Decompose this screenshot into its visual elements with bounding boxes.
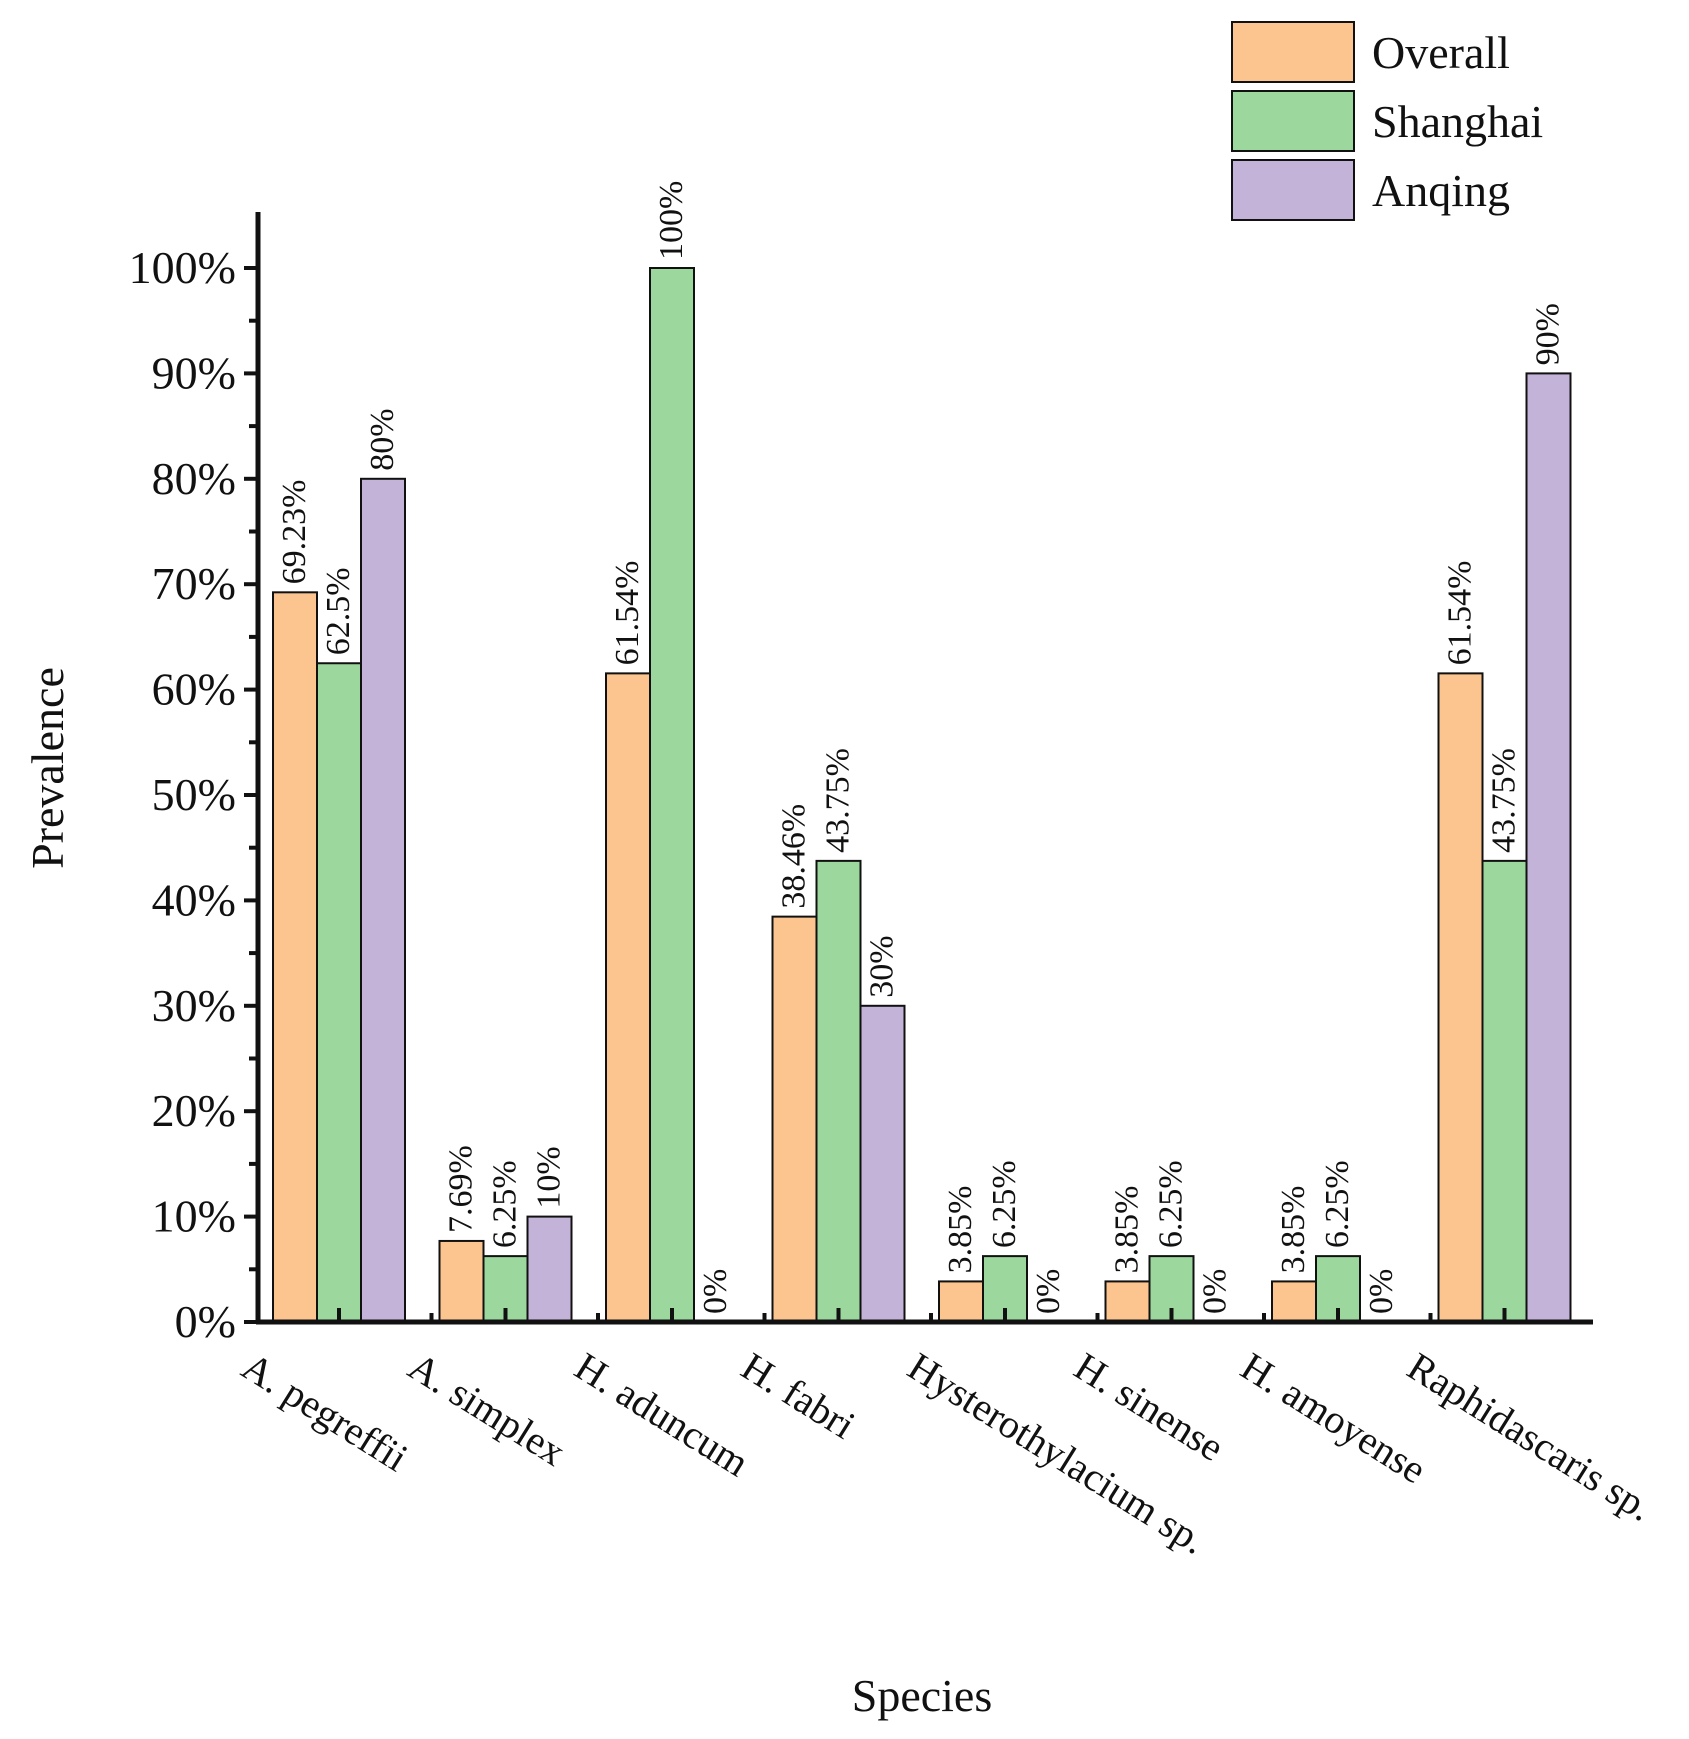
value-label-h-sinense-anqing: 0%	[1197, 1269, 1234, 1314]
bar-a-simplex-anqing	[526, 1215, 573, 1323]
bar-h-fabri-anqing	[859, 1004, 906, 1323]
bar-a-pegreffii-overall	[272, 591, 318, 1323]
y-tick-label: 70%	[152, 558, 236, 609]
value-label-h-amoyense-shanghai: 6.25%	[1319, 1160, 1356, 1248]
bar-h-sinense-overall	[1104, 1280, 1151, 1324]
value-label-h-fabri-shanghai: 43.75%	[820, 748, 857, 853]
bar-h-fabri-shanghai	[815, 859, 862, 1323]
y-tick-label: 60%	[152, 664, 236, 715]
bar-hysterothylacium-sp-overall	[938, 1280, 984, 1324]
bar-a-pegreffii-shanghai	[316, 662, 362, 1323]
x-tick-label-h-aduncum: H. aduncum	[567, 1343, 757, 1485]
bar-h-amoyense-overall	[1271, 1280, 1317, 1324]
value-label-h-fabri-anqing: 30%	[864, 935, 901, 997]
value-label-a-simplex-shanghai: 6.25%	[487, 1160, 524, 1248]
y-tick-label: 80%	[152, 453, 236, 504]
y-tick-label: 40%	[152, 874, 236, 925]
bar-h-aduncum-overall	[605, 672, 651, 1323]
value-label-a-simplex-overall: 7.69%	[443, 1145, 480, 1233]
legend-label-anqing: Anqing	[1372, 165, 1510, 216]
bars	[272, 267, 1572, 1324]
value-label-raphidascaris-sp-overall: 61.54%	[1442, 561, 1479, 666]
value-label-a-pegreffii-shanghai: 62.5%	[320, 567, 357, 655]
legend-swatch-anqing	[1231, 159, 1355, 221]
value-label-a-simplex-anqing: 10%	[531, 1146, 568, 1208]
value-label-h-fabri-overall: 38.46%	[776, 804, 813, 909]
y-axis-title: Prevalence	[22, 667, 73, 869]
y-tick-label: 90%	[152, 347, 236, 398]
value-label-hysterothylacium-sp-overall: 3.85%	[942, 1186, 979, 1274]
value-label-h-sinense-overall: 3.85%	[1109, 1186, 1146, 1274]
value-label-a-pegreffii-anqing: 80%	[364, 408, 401, 470]
legend-label-shanghai: Shanghai	[1372, 96, 1543, 147]
legend-label-overall: Overall	[1372, 27, 1510, 78]
y-tick-label: 20%	[152, 1085, 236, 1136]
bar-h-aduncum-shanghai	[649, 267, 695, 1323]
value-label-h-aduncum-anqing: 0%	[697, 1269, 734, 1314]
x-tick-label-hysterothylacium-sp: Hysterothylacium sp.	[900, 1343, 1214, 1562]
value-label-hysterothylacium-sp-shanghai: 6.25%	[986, 1160, 1023, 1248]
bar-raphidascaris-sp-shanghai	[1481, 859, 1528, 1323]
legend-swatch-shanghai	[1231, 90, 1355, 152]
x-tick-label-h-amoyense: H. amoyense	[1233, 1343, 1434, 1492]
bar-value-labels: 69.23%62.5%80%7.69% 6.25% 10%61.54%100%0%3…	[276, 181, 1567, 1314]
value-label-h-aduncum-overall: 61.54%	[609, 561, 646, 666]
value-label-h-amoyense-overall: 3.85%	[1275, 1186, 1312, 1274]
bar-raphidascaris-sp-overall	[1437, 672, 1484, 1323]
x-axis-title: Species	[852, 1670, 993, 1721]
x-tick-label-h-fabri: H. fabri	[734, 1343, 863, 1447]
bar-a-pegreffii-anqing	[360, 477, 406, 1323]
y-tick-label: 0%	[175, 1296, 236, 1347]
x-tick-label-a-simplex: A. simplex	[401, 1343, 574, 1474]
value-label-h-sinense-shanghai: 6.25%	[1153, 1160, 1190, 1248]
value-label-h-amoyense-anqing: 0%	[1363, 1269, 1400, 1314]
bar-a-simplex-overall	[438, 1239, 485, 1323]
y-tick-label: 10%	[152, 1191, 236, 1242]
y-tick-label: 50%	[152, 769, 236, 820]
y-tick-label: 100%	[129, 242, 236, 293]
bar-raphidascaris-sp-anqing	[1525, 372, 1572, 1323]
x-tick-label-raphidascaris-sp: Raphidascaris sp.	[1400, 1343, 1661, 1530]
bar-h-fabri-overall	[771, 915, 818, 1323]
legend: Overall Shanghai Anqing	[1231, 21, 1543, 221]
value-label-h-aduncum-shanghai: 100%	[653, 181, 690, 260]
y-tick-label: 30%	[152, 980, 236, 1031]
value-label-a-pegreffii-overall: 69.23%	[276, 479, 313, 584]
value-label-raphidascaris-sp-anqing: 90%	[1530, 303, 1567, 365]
value-label-hysterothylacium-sp-anqing: 0%	[1030, 1269, 1067, 1314]
x-tick-label-a-pegreffii: A. pegreffii	[234, 1343, 415, 1480]
value-label-raphidascaris-sp-shanghai: 43.75%	[1486, 748, 1523, 853]
legend-swatch-overall	[1231, 21, 1355, 83]
